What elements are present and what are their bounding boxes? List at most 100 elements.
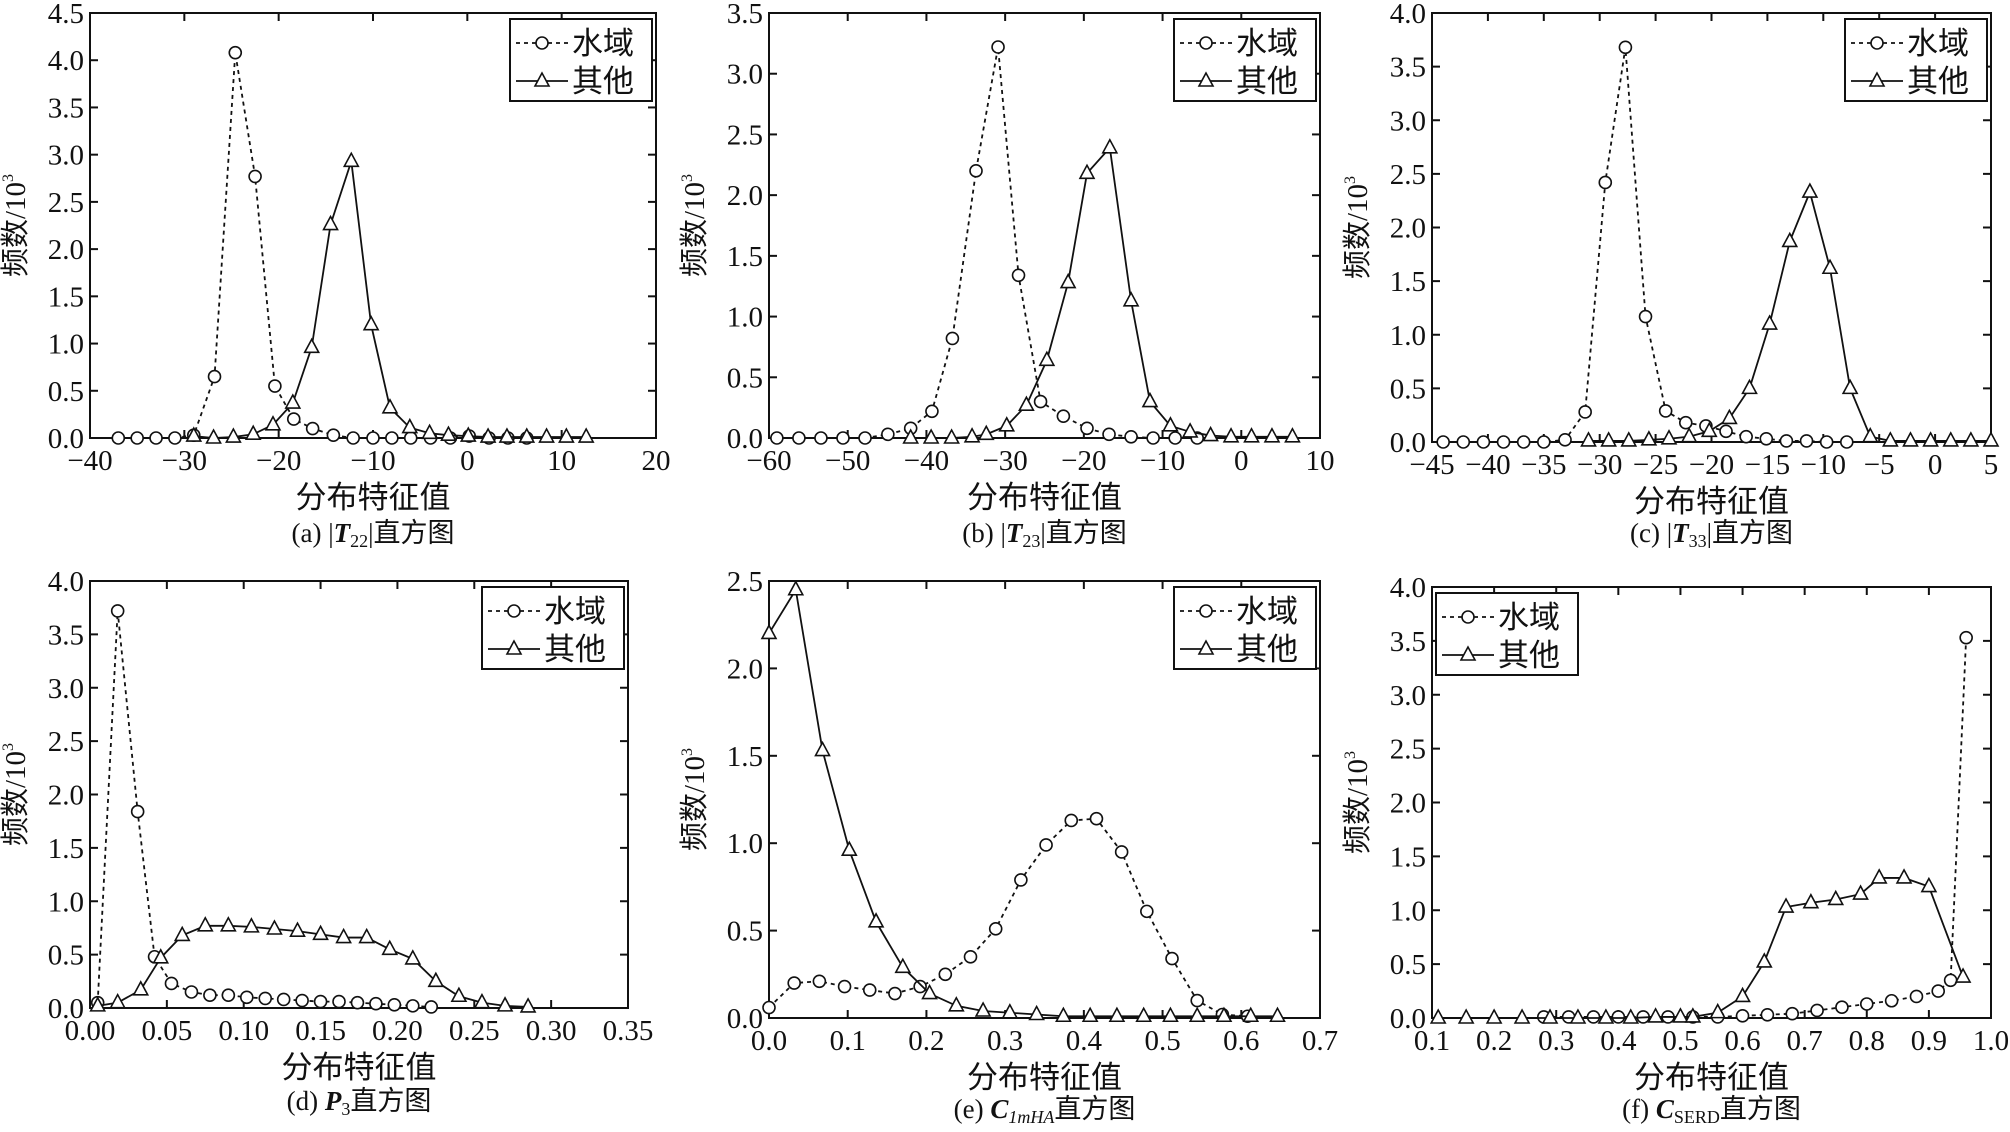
x-tick-label: 0.6 — [1724, 1025, 1760, 1057]
data-point-circle — [1033, 394, 1048, 409]
caption-part: C — [990, 1094, 1009, 1124]
data-point-circle — [203, 988, 217, 1002]
x-tick-label: 0.20 — [372, 1015, 423, 1047]
data-point-triangle — [1647, 1007, 1664, 1023]
data-point-circle — [387, 997, 402, 1012]
data-point-circle — [1909, 989, 1924, 1004]
data-point-triangle — [1600, 431, 1617, 447]
y-tick-label: 1.5 — [48, 833, 84, 865]
x-axis-label: 分布特征值 — [1634, 484, 1789, 519]
y-tick-label: 1.5 — [727, 241, 763, 273]
data-point-triangle — [894, 957, 912, 974]
data-point-triangle — [922, 428, 940, 444]
caption-part: T — [1006, 518, 1024, 548]
x-tick-label: 0.25 — [449, 1015, 500, 1047]
x-tick-label: −20 — [256, 445, 301, 477]
plot-frame — [768, 580, 1321, 1019]
data-point-circle — [1785, 1006, 1800, 1021]
x-axis-label: 分布特征值 — [1634, 1060, 1789, 1095]
caption-part: 直方图 — [1720, 1094, 1801, 1124]
data-point-circle — [1456, 435, 1471, 449]
data-point-triangle — [1028, 1004, 1045, 1021]
data-point-triangle — [1222, 427, 1240, 443]
caption-part: 23 — [1022, 531, 1040, 551]
y-tick-label: 0.0 — [727, 423, 763, 455]
data-point-circle — [792, 431, 806, 445]
data-point-triangle — [1181, 422, 1199, 438]
data-point-triangle — [225, 427, 242, 443]
data-point-circle — [1168, 431, 1182, 445]
data-point-circle — [1537, 435, 1551, 449]
data-point-triangle — [289, 921, 306, 937]
data-point-triangle — [1734, 986, 1751, 1003]
data-point-circle — [991, 40, 1005, 54]
data-point-circle — [168, 431, 182, 445]
caption-part: 1mHA — [1008, 1107, 1055, 1127]
chart-panel-a: −40 −30 −20 −10 0 10 20 0.0 0.5 1.0 1.5 2.0 2.5 3.0 3.… — [0, 0, 671, 551]
data-point-triangle — [496, 996, 514, 1012]
series-other — [1580, 182, 2000, 447]
y-tick-label: 3.5 — [727, 0, 763, 30]
series-other — [185, 151, 595, 444]
caption-part: (c) | — [1630, 518, 1672, 548]
data-point-circle — [1618, 40, 1633, 55]
data-point-triangle — [1721, 408, 1738, 425]
y-tick-label: 2.5 — [1390, 159, 1426, 191]
y-tick-label: 0.0 — [1390, 427, 1426, 459]
data-point-circle — [228, 45, 243, 60]
data-point-circle — [1678, 415, 1693, 430]
data-point-circle — [405, 999, 420, 1013]
data-point-triangle — [974, 1001, 992, 1017]
y-tick-label: 2.0 — [1390, 213, 1426, 245]
x-tick-label: 0.5 — [1144, 1025, 1180, 1057]
y-tick-label: 0.5 — [1390, 373, 1426, 405]
x-tick-label: 0.35 — [603, 1015, 654, 1047]
data-point-triangle — [205, 428, 222, 444]
data-point-triangle — [1680, 426, 1698, 443]
x-tick-label: 0.1 — [1414, 1025, 1450, 1057]
x-axis-label: 分布特征值 — [296, 480, 451, 515]
data-point-circle — [1496, 435, 1511, 449]
data-point-triangle — [1755, 952, 1773, 968]
y-tick-label: 1.5 — [48, 281, 84, 313]
x-tick-label: −10 — [1801, 449, 1846, 481]
data-point-circle — [286, 412, 301, 426]
x-tick-label: −10 — [1140, 445, 1185, 477]
data-point-circle — [1658, 404, 1673, 418]
series-water — [111, 45, 534, 445]
legend-label-water: 水域 — [1907, 26, 1969, 61]
x-tick-label: 0.8 — [1849, 1025, 1885, 1057]
data-point-triangle — [1660, 429, 1678, 445]
data-point-circle — [350, 995, 365, 1010]
y-tick-label: 2.5 — [727, 119, 763, 151]
data-point-triangle — [1895, 868, 1913, 884]
data-point-circle — [1558, 433, 1572, 447]
data-point-circle — [295, 993, 309, 1008]
x-tick-label: 0.7 — [1787, 1025, 1823, 1057]
legend-marker-triangle — [1459, 645, 1477, 661]
data-point-circle — [1759, 431, 1774, 446]
data-point-triangle — [948, 996, 965, 1012]
data-point-triangle — [1777, 897, 1795, 913]
data-point-triangle — [1202, 425, 1219, 442]
data-point-triangle — [1243, 427, 1260, 443]
data-point-triangle — [362, 314, 380, 331]
data-point-triangle — [1108, 1006, 1126, 1023]
data-point-triangle — [1861, 426, 1879, 443]
data-point-triangle — [1801, 182, 1819, 198]
data-point-triangle — [381, 939, 399, 956]
x-tick-label: 20 — [642, 445, 671, 477]
data-point-triangle — [335, 927, 352, 944]
caption-part: C — [1656, 1094, 1675, 1124]
y-axis-label: 频数/103 — [1341, 751, 1374, 854]
data-point-circle — [276, 992, 291, 1007]
data-point-circle — [762, 1000, 776, 1015]
data-point-triangle — [1122, 291, 1140, 307]
data-point-circle — [1080, 421, 1094, 436]
caption-part: |直方图 — [1707, 518, 1793, 548]
data-point-triangle — [1781, 231, 1799, 248]
y-tick-label: 1.0 — [48, 329, 84, 361]
